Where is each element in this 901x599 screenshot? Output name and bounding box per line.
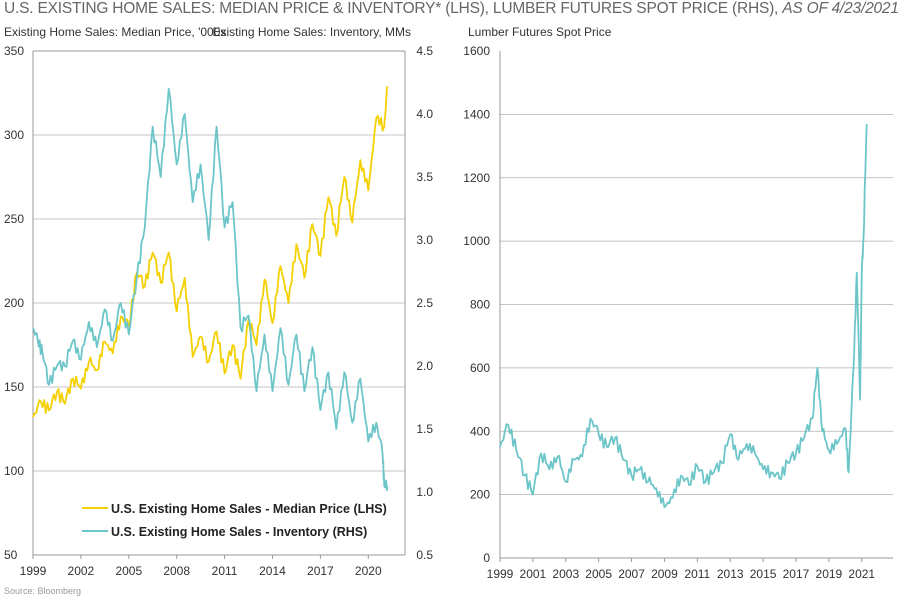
series-line-lumber [499, 123, 868, 509]
legend-label: U.S. Existing Home Sales - Inventory (RH… [111, 525, 367, 539]
y2-tick-label: 4.0 [416, 107, 433, 121]
x-tick-label: 2007 [618, 567, 645, 581]
source-note: Source: Bloomberg [4, 586, 82, 596]
y-tick-label: 800 [470, 298, 490, 312]
y-tick-label: 1600 [463, 44, 490, 58]
x-tick-label: 2015 [750, 567, 777, 581]
y2-tick-label: 0.5 [416, 548, 433, 562]
y-tick-label: 200 [4, 296, 24, 310]
y2-tick-label: 1.5 [416, 422, 433, 436]
y-tick-label: 200 [470, 488, 490, 502]
y2-tick-label: 3.5 [416, 170, 433, 184]
y-tick-label: 600 [470, 361, 490, 375]
y2-tick-label: 2.5 [416, 296, 433, 310]
y2-tick-label: 4.5 [416, 44, 433, 58]
y-tick-label: 350 [4, 44, 24, 58]
y-tick-label: 100 [4, 464, 24, 478]
x-tick-label: 2001 [520, 567, 547, 581]
series-line-right [32, 87, 389, 492]
y-tick-label: 1000 [463, 234, 490, 248]
x-tick-label: 2005 [585, 567, 612, 581]
y-tick-label: 250 [4, 212, 24, 226]
y-tick-label: 1400 [463, 107, 490, 121]
x-tick-label: 2013 [717, 567, 744, 581]
x-tick-label: 2005 [115, 564, 142, 578]
y-tick-label: 1200 [463, 171, 490, 185]
x-tick-label: 2020 [355, 564, 382, 578]
legend-label: U.S. Existing Home Sales - Median Price … [111, 502, 387, 516]
y-tick-label: 0 [483, 551, 490, 565]
y2-tick-label: 3.0 [416, 233, 433, 247]
x-tick-label: 2011 [212, 564, 238, 578]
x-tick-label: 2011 [684, 567, 710, 581]
x-tick-label: 2017 [307, 564, 334, 578]
y-tick-label: 400 [470, 424, 490, 438]
x-tick-label: 2017 [783, 567, 810, 581]
y-tick-label: 300 [4, 128, 24, 142]
y2-tick-label: 1.0 [416, 485, 433, 499]
x-tick-label: 2003 [552, 567, 579, 581]
x-tick-label: 2002 [68, 564, 95, 578]
title-date: AS OF 4/23/2021 [782, 0, 899, 17]
y2-axis-label: Existing Home Sales: Inventory, MMs [212, 25, 411, 39]
y2-tick-label: 2.0 [416, 359, 433, 373]
series-line-left [32, 86, 389, 418]
x-tick-label: 2021 [848, 567, 875, 581]
x-tick-label: 2019 [816, 567, 843, 581]
y-tick-label: 50 [4, 548, 18, 562]
y-axis-label: Existing Home Sales: Median Price, '000s [4, 25, 226, 39]
x-tick-label: 1999 [20, 564, 47, 578]
chart-title: U.S. EXISTING HOME SALES: MEDIAN PRICE &… [4, 0, 899, 18]
x-tick-label: 2008 [163, 564, 190, 578]
x-tick-label: 2009 [651, 567, 678, 581]
y-axis-label: Lumber Futures Spot Price [468, 25, 612, 39]
x-tick-label: 2014 [259, 564, 286, 578]
y-tick-label: 150 [4, 380, 24, 394]
x-tick-label: 1999 [487, 567, 514, 581]
title-text: U.S. EXISTING HOME SALES: MEDIAN PRICE &… [4, 0, 779, 17]
